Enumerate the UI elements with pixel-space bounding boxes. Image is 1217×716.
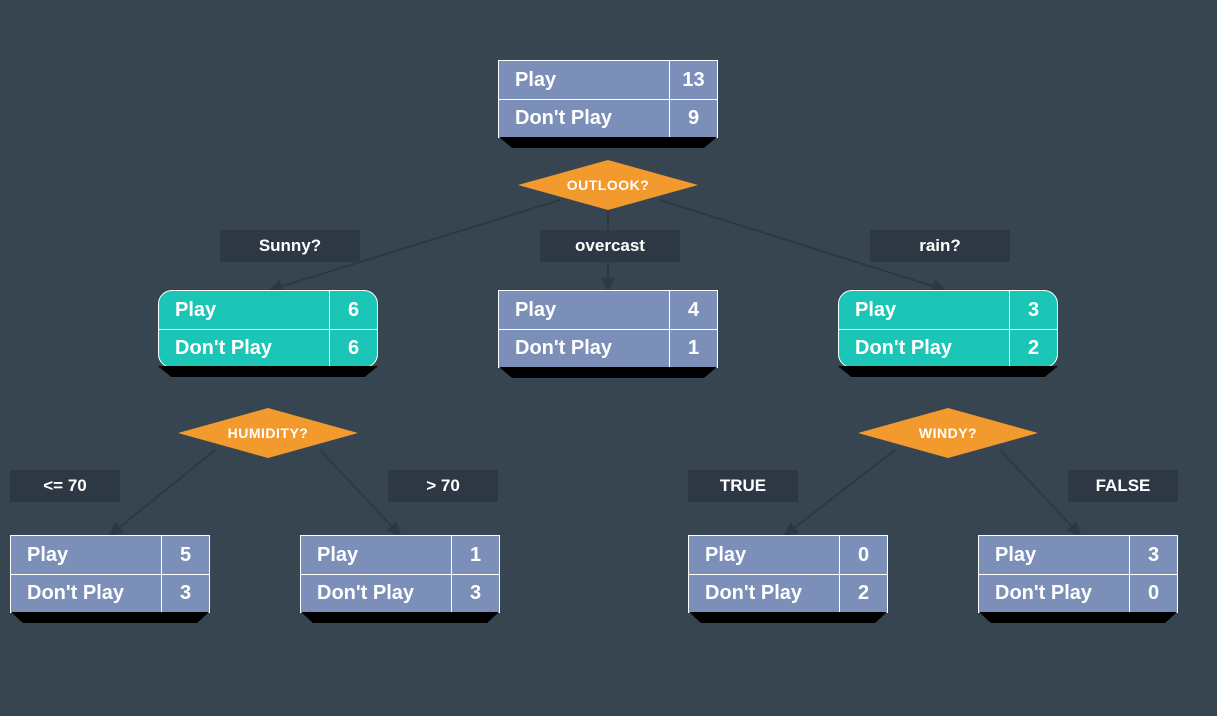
row-label: Don't Play [11, 582, 161, 605]
row-value: 3 [161, 575, 209, 612]
row-value: 3 [451, 575, 499, 612]
row-label: Play [301, 544, 451, 567]
node-h-le70: Play 5 Don't Play 3 [10, 535, 210, 613]
row-value: 0 [839, 536, 887, 574]
branch-lte70: <= 70 [10, 470, 120, 502]
row-label: Don't Play [839, 337, 1009, 360]
diagram-title: Dependent variable: PLAY [447, 16, 770, 47]
row-label: Play [11, 544, 161, 567]
branch-true: TRUE [688, 470, 798, 502]
row-value: 6 [329, 291, 377, 329]
row-label: Play [839, 299, 1009, 322]
node-w-false: Play 3 Don't Play 0 [978, 535, 1178, 613]
node-rain: Play 3 Don't Play 2 [838, 290, 1058, 368]
row-value: 4 [669, 291, 717, 329]
row-label: Play [159, 299, 329, 322]
row-label: Don't Play [301, 582, 451, 605]
ratio-2: 3/4 [378, 655, 414, 686]
branch-overcast: overcast [540, 230, 680, 262]
row-value: 2 [1009, 330, 1057, 367]
branch-gt70: > 70 [388, 470, 498, 502]
decision-outlook: OUTLOOK? [518, 160, 698, 210]
row-label: Don't Play [689, 582, 839, 605]
row-value: 6 [329, 330, 377, 367]
row-value: 2 [839, 575, 887, 612]
row-label: Don't Play [499, 337, 669, 360]
row-label: Play [499, 299, 669, 322]
row-label: Don't Play [159, 337, 329, 360]
node-shadow [158, 366, 378, 377]
row-value: 0 [1129, 575, 1177, 612]
row-value: 9 [669, 100, 717, 137]
row-value: 1 [451, 536, 499, 574]
row-label: Don't Play [499, 107, 669, 130]
row-label: Play [979, 544, 1129, 567]
decision-label: WINDY? [858, 408, 1038, 458]
row-value: 13 [669, 61, 717, 99]
decision-humidity: HUMIDITY? [178, 408, 358, 458]
decision-label: OUTLOOK? [518, 160, 698, 210]
decision-label: HUMIDITY? [178, 408, 358, 458]
branch-rain: rain? [870, 230, 1010, 262]
node-shadow [838, 366, 1058, 377]
row-label: Don't Play [979, 582, 1129, 605]
row-label: Play [689, 544, 839, 567]
node-w-true: Play 0 Don't Play 2 [688, 535, 888, 613]
row-value: 5 [161, 536, 209, 574]
node-h-gt70: Play 1 Don't Play 3 [300, 535, 500, 613]
branch-sunny: Sunny? [220, 230, 360, 262]
row-label: Play [499, 69, 669, 92]
row-value: 1 [669, 330, 717, 367]
ratio-4: 3/3 [1058, 655, 1094, 686]
branch-false: FALSE [1068, 470, 1178, 502]
node-overcast: Play 4 Don't Play 1 [498, 290, 718, 368]
node-sunny: Play 6 Don't Play 6 [158, 290, 378, 368]
ratio-1: 5/8 [85, 655, 121, 686]
row-value: 3 [1009, 291, 1057, 329]
decision-windy: WINDY? [858, 408, 1038, 458]
ratio-3: 2/2 [768, 655, 804, 686]
node-root: Play 13 Don't Play 9 [498, 60, 718, 138]
row-value: 3 [1129, 536, 1177, 574]
